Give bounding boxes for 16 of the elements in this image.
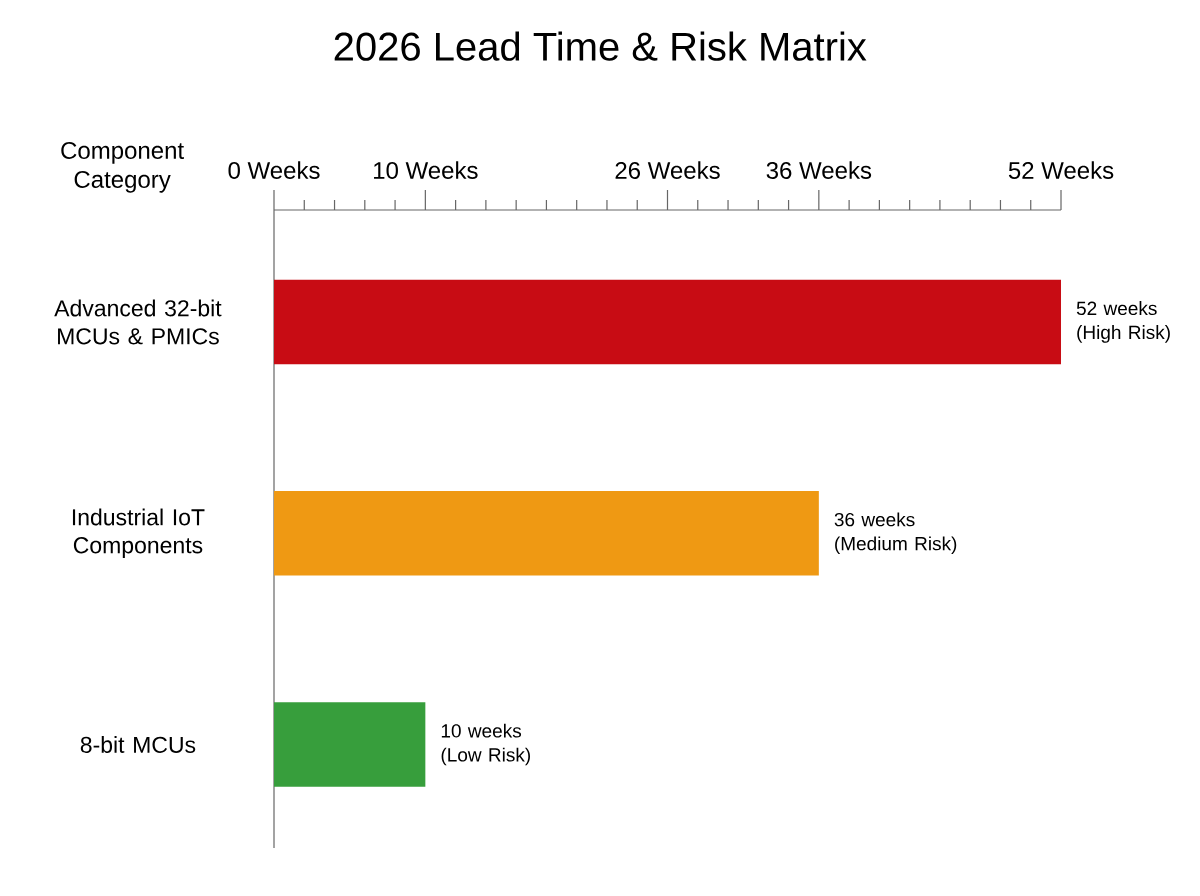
x-tick-label: 26 Weeks: [615, 161, 720, 179]
x-tick-label: 52 Weeks: [1008, 161, 1114, 179]
bar: [274, 279, 1062, 365]
y-tick-label: Industrial IoT Components: [72, 508, 205, 558]
bar: [274, 490, 819, 576]
x-tick-label: 36 Weeks: [766, 161, 872, 179]
x-tick-label: 10 Weeks: [374, 161, 478, 179]
chart-title: 2026 Lead Time & Risk Matrix: [334, 31, 867, 61]
data-label: 36 weeks (Medium Risk): [834, 512, 957, 555]
data-label: 10 weeks (Low Risk): [441, 723, 530, 766]
data-label: 52 weeks (High Risk): [1076, 301, 1170, 343]
y-axis-title: Component Category: [61, 142, 184, 193]
y-tick-label: Advanced 32-bit MCUs & PMICs: [54, 299, 222, 345]
bar: [274, 702, 426, 787]
x-tick-label: 0 Weeks: [228, 161, 320, 179]
y-tick-label: 8-bit MCUs: [80, 736, 196, 753]
